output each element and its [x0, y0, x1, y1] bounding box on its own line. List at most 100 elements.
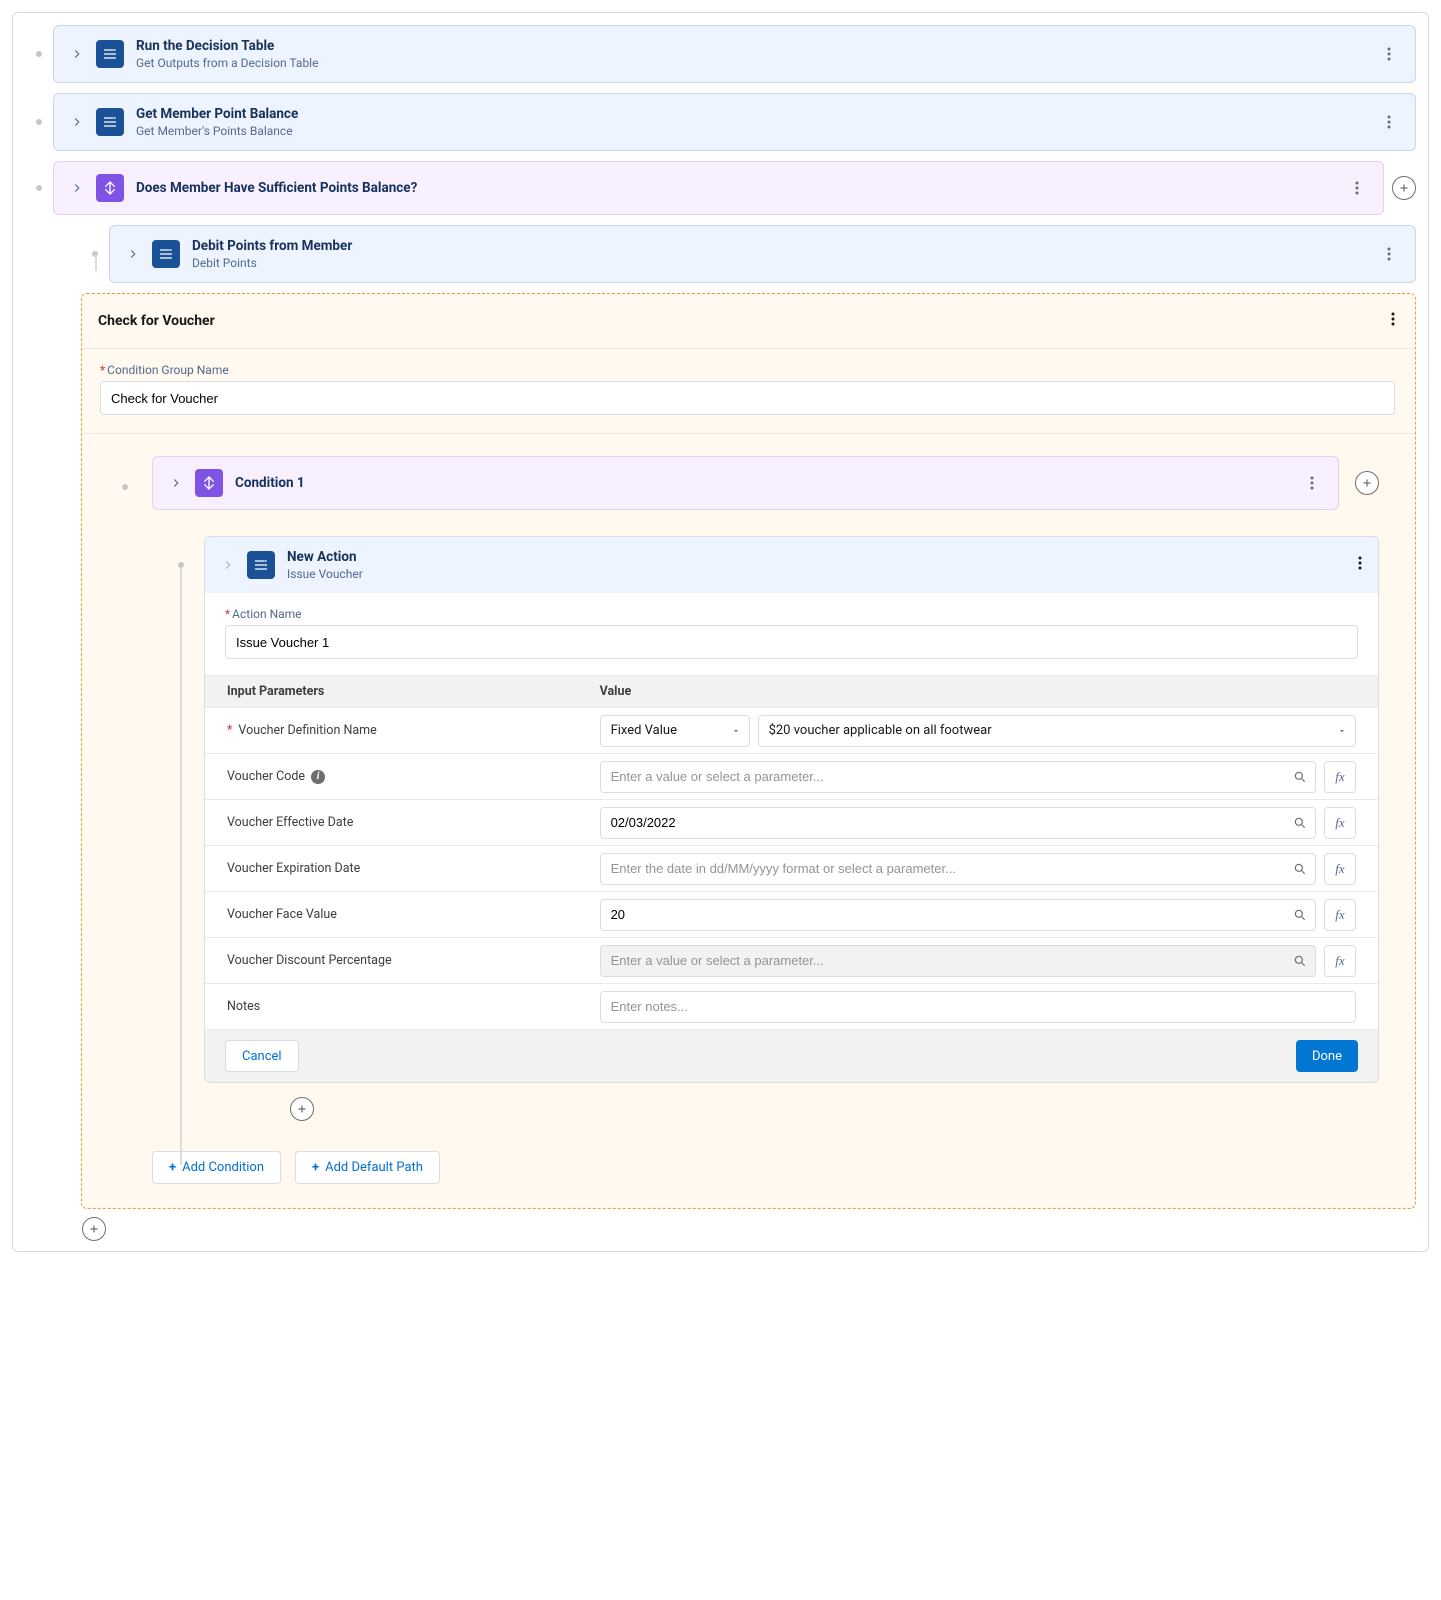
edit-block-header: Check for Voucher — [82, 294, 1415, 349]
param-row-discount: Voucher Discount Percentage fx — [205, 937, 1378, 983]
param-label: Voucher Code i — [227, 769, 600, 784]
col-header-value: Value — [600, 684, 1356, 699]
voucher-code-input[interactable] — [600, 761, 1316, 793]
kebab-icon — [1391, 312, 1395, 326]
search-icon — [1293, 908, 1307, 922]
plus-icon — [1398, 182, 1410, 194]
add-condition-button[interactable]: +Add Condition — [152, 1151, 281, 1184]
voucher-definition-select[interactable]: $20 voucher applicable on all footwear — [758, 715, 1356, 747]
param-row-definition-name: *Voucher Definition Name Fixed Value $20… — [205, 707, 1378, 753]
search-icon — [1293, 770, 1307, 784]
step-menu-button[interactable] — [1379, 112, 1399, 132]
group-name-section: *Condition Group Name — [82, 349, 1415, 434]
param-label: Voucher Effective Date — [227, 815, 600, 830]
step-menu-button[interactable] — [1379, 244, 1399, 264]
step-subtitle: Get Member's Points Balance — [136, 124, 1367, 138]
step-row: Run the Decision Table Get Outputs from … — [25, 25, 1416, 83]
add-step-button[interactable] — [82, 1217, 106, 1241]
step-card-get-balance[interactable]: Get Member Point Balance Get Member's Po… — [53, 93, 1416, 151]
step-title: Run the Decision Table — [136, 38, 1367, 54]
group-name-label: *Condition Group Name — [100, 363, 1395, 377]
step-title: Get Member Point Balance — [136, 106, 1367, 122]
col-header-params: Input Parameters — [227, 684, 600, 699]
action-header-title: New Action — [287, 549, 1346, 565]
cancel-button[interactable]: Cancel — [225, 1040, 299, 1072]
plus-icon — [88, 1223, 100, 1235]
kebab-icon — [1387, 47, 1391, 61]
add-links-row: +Add Condition +Add Default Path — [82, 1137, 1415, 1188]
chevron-right-icon — [126, 247, 140, 261]
kebab-icon — [1387, 115, 1391, 129]
action-header: New Action Issue Voucher — [205, 537, 1378, 593]
action-icon — [96, 108, 124, 136]
condition-menu-button[interactable] — [1302, 473, 1322, 493]
param-row-effective-date: Voucher Effective Date fx — [205, 799, 1378, 845]
value-type-selector[interactable]: Fixed Value — [600, 715, 750, 747]
action-icon — [152, 240, 180, 268]
step-card-debit[interactable]: Debit Points from Member Debit Points — [109, 225, 1416, 283]
expiration-date-input[interactable] — [600, 853, 1316, 885]
add-condition-node-button[interactable] — [1355, 471, 1379, 495]
plus-icon — [1361, 477, 1373, 489]
dropdown-icon — [731, 726, 741, 736]
group-name-input[interactable] — [100, 381, 1395, 415]
kebab-icon — [1387, 247, 1391, 261]
info-icon[interactable]: i — [311, 770, 325, 784]
chevron-right-icon — [169, 476, 183, 490]
edit-block-menu-button[interactable] — [1391, 312, 1395, 330]
action-header-sub: Issue Voucher — [287, 567, 1346, 581]
decision-icon — [195, 469, 223, 497]
add-action-node-button[interactable] — [290, 1097, 314, 1121]
rail-gutter — [25, 51, 53, 57]
rail-gutter — [25, 119, 53, 125]
step-subtitle: Debit Points — [192, 256, 1367, 270]
chevron-right-icon — [70, 47, 84, 61]
param-row-face-value: Voucher Face Value fx — [205, 891, 1378, 937]
action-button-row: Cancel Done — [205, 1029, 1378, 1082]
action-section: New Action Issue Voucher *Action Name In… — [82, 522, 1415, 1137]
formula-button[interactable]: fx — [1324, 945, 1356, 977]
formula-button[interactable]: fx — [1324, 853, 1356, 885]
step-subtitle: Get Outputs from a Decision Table — [136, 56, 1367, 70]
add-default-path-button[interactable]: +Add Default Path — [295, 1151, 440, 1184]
param-row-notes: Notes — [205, 983, 1378, 1029]
step-title: Does Member Have Sufficient Points Balan… — [136, 180, 1335, 196]
plus-icon — [296, 1103, 308, 1115]
step-row: Does Member Have Sufficient Points Balan… — [25, 161, 1416, 215]
formula-button[interactable]: fx — [1324, 807, 1356, 839]
step-card-decision[interactable]: Does Member Have Sufficient Points Balan… — [53, 161, 1384, 215]
rail-gutter — [25, 185, 53, 191]
step-menu-button[interactable] — [1347, 178, 1367, 198]
flow-canvas: Run the Decision Table Get Outputs from … — [12, 12, 1429, 1252]
formula-button[interactable]: fx — [1324, 761, 1356, 793]
search-icon — [1293, 954, 1307, 968]
search-icon — [1293, 816, 1307, 830]
step-row: Debit Points from Member Debit Points — [81, 225, 1416, 283]
face-value-input[interactable] — [600, 899, 1316, 931]
branch-end — [81, 1209, 1416, 1239]
nested-branch: Debit Points from Member Debit Points — [81, 225, 1416, 283]
discount-input[interactable] — [600, 945, 1316, 977]
step-card-decision-table[interactable]: Run the Decision Table Get Outputs from … — [53, 25, 1416, 83]
action-name-input[interactable] — [225, 625, 1358, 659]
formula-button[interactable]: fx — [1324, 899, 1356, 931]
chevron-right-icon — [221, 558, 235, 572]
action-menu-button[interactable] — [1358, 556, 1362, 574]
notes-input[interactable] — [600, 991, 1356, 1023]
dropdown-icon — [1337, 726, 1347, 736]
param-label: Voucher Expiration Date — [227, 861, 600, 876]
decision-icon — [96, 174, 124, 202]
param-label: Voucher Face Value — [227, 907, 600, 922]
condition-card[interactable]: Condition 1 — [152, 456, 1339, 510]
effective-date-input[interactable] — [600, 807, 1316, 839]
condition-section: Condition 1 — [82, 434, 1415, 522]
search-icon — [1293, 862, 1307, 876]
action-icon — [96, 40, 124, 68]
step-menu-button[interactable] — [1379, 44, 1399, 64]
add-step-button[interactable] — [1392, 176, 1416, 200]
kebab-icon — [1355, 181, 1359, 195]
param-table-header: Input Parameters Value — [205, 676, 1378, 707]
kebab-icon — [1358, 556, 1362, 570]
done-button[interactable]: Done — [1296, 1040, 1358, 1072]
param-row-voucher-code: Voucher Code i fx — [205, 753, 1378, 799]
